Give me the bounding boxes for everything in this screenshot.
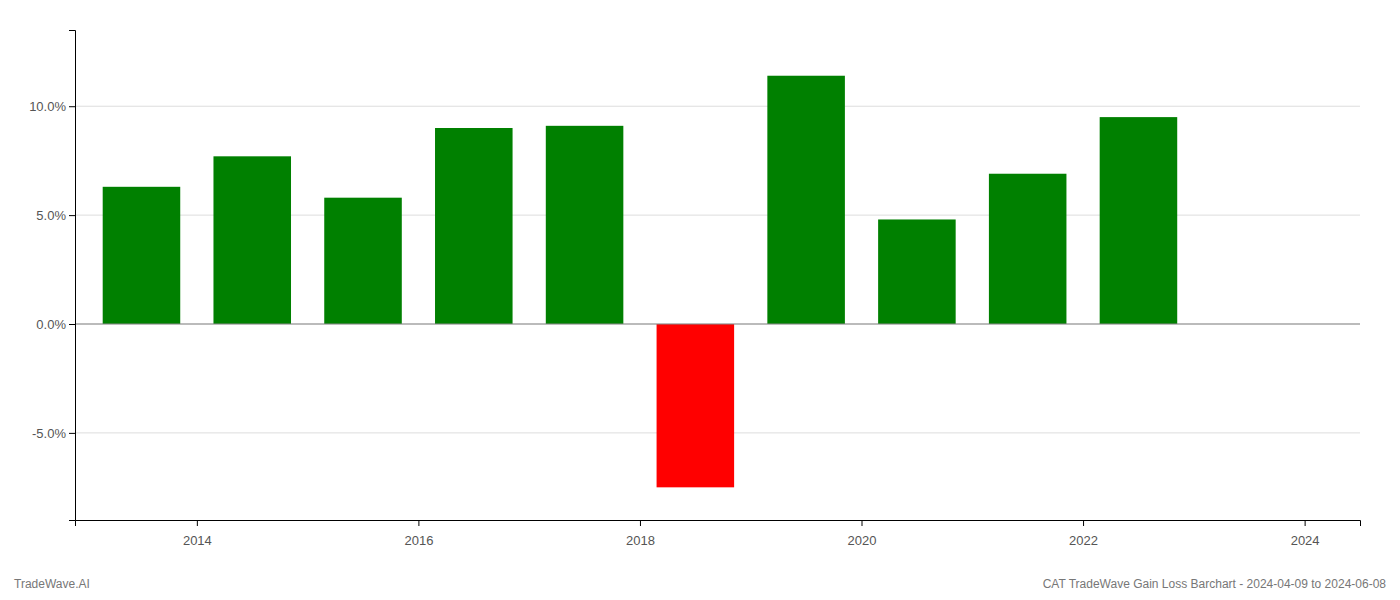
y-axis: -5.0% 0.0% 5.0% 10.0% bbox=[29, 31, 75, 521]
x-axis-line bbox=[76, 521, 1361, 527]
x-tick-mark bbox=[1083, 520, 1084, 526]
x-tick-mark bbox=[418, 520, 419, 526]
y-tick-mark bbox=[69, 324, 75, 325]
x-axis: 2014 2016 2018 2020 2022 2024 bbox=[76, 520, 1361, 548]
y-tick: 5.0% bbox=[36, 208, 75, 223]
x-tick: 2020 bbox=[848, 520, 877, 548]
bar bbox=[546, 126, 624, 324]
y-tick-label: 5.0% bbox=[36, 208, 66, 223]
grid-line bbox=[75, 324, 1360, 325]
y-tick-label: 0.0% bbox=[36, 317, 66, 332]
annotations: TradeWave.AI CAT TradeWave Gain Loss Barc… bbox=[14, 577, 1386, 591]
x-tick-mark bbox=[1305, 520, 1306, 526]
x-tick-label: 2024 bbox=[1291, 533, 1320, 548]
y-tick-mark bbox=[69, 433, 75, 434]
x-tick-label: 2016 bbox=[404, 533, 433, 548]
x-tick-mark bbox=[640, 520, 641, 526]
x-tick-label: 2022 bbox=[1069, 533, 1098, 548]
y-tick-mark bbox=[69, 106, 75, 107]
y-tick-mark bbox=[69, 215, 75, 216]
bar bbox=[213, 156, 291, 324]
x-tick: 2024 bbox=[1291, 520, 1320, 548]
grid-line bbox=[75, 106, 1360, 107]
y-tick-label: -5.0% bbox=[32, 426, 66, 441]
footer-text: CAT TradeWave Gain Loss Barchart - 2024-… bbox=[1043, 577, 1387, 591]
x-tick: 2022 bbox=[1069, 520, 1098, 548]
plot: 2014 2016 2018 2020 2022 2024 -5.0% 0.0% 5.0% 10.… bbox=[29, 31, 1360, 548]
bars bbox=[103, 76, 1178, 488]
bar bbox=[324, 198, 402, 324]
bar bbox=[878, 219, 956, 324]
x-tick: 2016 bbox=[404, 520, 433, 548]
chart: 2014 2016 2018 2020 2022 2024 -5.0% 0.0% 5.0% 10.… bbox=[0, 0, 1400, 600]
y-tick: 0.0% bbox=[36, 317, 75, 332]
x-tick-label: 2018 bbox=[626, 533, 655, 548]
x-tick: 2018 bbox=[626, 520, 655, 548]
x-tick-label: 2020 bbox=[848, 533, 877, 548]
bar bbox=[657, 324, 735, 487]
y-tick: 10.0% bbox=[29, 99, 75, 114]
bar bbox=[103, 187, 181, 324]
x-tick-mark bbox=[197, 520, 198, 526]
bar bbox=[767, 76, 845, 324]
x-tick-label: 2014 bbox=[183, 533, 212, 548]
x-tick-mark bbox=[862, 520, 863, 526]
bar bbox=[435, 128, 513, 324]
bar bbox=[1100, 117, 1178, 324]
y-tick: -5.0% bbox=[32, 426, 75, 441]
bar bbox=[989, 174, 1067, 324]
x-tick: 2014 bbox=[183, 520, 212, 548]
footer-text: TradeWave.AI bbox=[14, 577, 90, 591]
y-tick-label: 10.0% bbox=[29, 99, 66, 114]
zero-line bbox=[75, 324, 1360, 325]
y-axis-line bbox=[69, 31, 76, 521]
